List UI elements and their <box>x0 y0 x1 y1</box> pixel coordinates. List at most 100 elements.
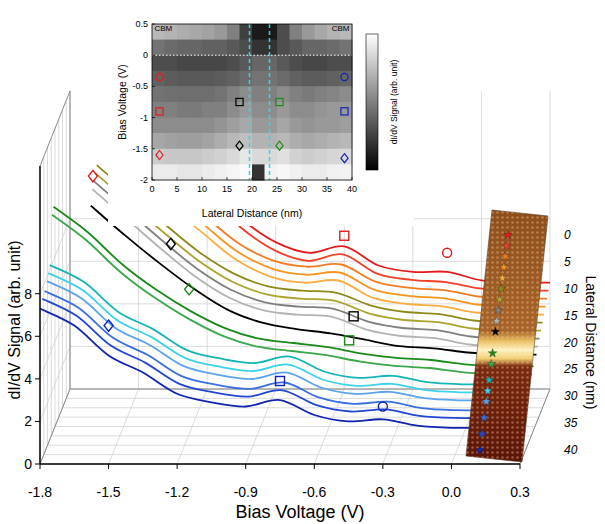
inset-x-tick <box>202 177 203 180</box>
spectrum-curve <box>40 309 520 428</box>
heatmap-cell <box>340 118 353 134</box>
inset-x-tick-label: 30 <box>297 184 307 194</box>
x-tick-label: -0.3 <box>371 484 395 500</box>
heatmap-cell <box>177 24 190 40</box>
z-tick-label: 40 <box>564 443 578 457</box>
heatmap-cell <box>177 71 190 87</box>
heatmap-cell <box>265 40 278 56</box>
stm-topograph <box>466 210 548 462</box>
heatmap-cell <box>302 40 315 56</box>
zero-line <box>152 55 352 56</box>
y-tick-label: 8 <box>24 286 32 302</box>
heatmap-cell <box>215 149 228 165</box>
feature-marker <box>88 171 97 182</box>
heatmap-cell <box>165 149 178 165</box>
position-star <box>501 252 510 260</box>
position-star <box>485 376 494 384</box>
grid-line <box>70 91 71 389</box>
heatmap-cell <box>290 55 303 71</box>
x-tick-label: -1.5 <box>97 484 121 500</box>
heatmap-cell <box>165 102 178 118</box>
heatmap-cell <box>177 133 190 149</box>
heatmap-cell <box>252 133 265 149</box>
inset-y-title: Bias Voltage (V) <box>116 64 128 139</box>
inset-marker <box>156 108 163 115</box>
heatmap-cell <box>190 149 203 165</box>
heatmap-cell <box>290 86 303 102</box>
inset-x-tick-label: 40 <box>347 184 357 194</box>
inset-x-tick <box>302 177 303 180</box>
heatmap-cell <box>290 149 303 165</box>
x-tick-label: -0.9 <box>234 484 258 500</box>
position-star <box>480 413 489 421</box>
inset-x-tick-label: 10 <box>197 184 207 194</box>
y-tick <box>35 464 40 465</box>
heatmap-cell <box>165 55 178 71</box>
inset-x-title: Lateral Distance (nm) <box>202 207 302 219</box>
grid-line <box>48 445 528 446</box>
heatmap-cell <box>202 71 215 87</box>
box-edge <box>70 91 71 389</box>
inset-x-tick <box>177 177 178 180</box>
heatmap-cell <box>215 118 228 134</box>
heatmap-cell <box>302 118 315 134</box>
figure: -1.8-1.5-1.2-0.9-0.6-0.30.00.302468Bias … <box>0 0 605 524</box>
position-star <box>482 397 491 405</box>
grid-line <box>66 100 67 398</box>
inset: 05101520253035400.50-0.5-1-1.5-2Lateral … <box>108 4 414 226</box>
spectrum-curve <box>54 207 534 367</box>
position-star <box>504 230 513 238</box>
heatmap-cell <box>315 164 328 180</box>
heatmap-cell <box>252 55 265 71</box>
heatmap-cell <box>152 118 165 134</box>
heatmap-cell <box>165 164 178 180</box>
z-tick-label: 0 <box>564 228 571 242</box>
heatmap-cell <box>152 102 165 118</box>
x-axis-title: Bias Voltage (V) <box>235 502 364 522</box>
y-tick <box>35 293 40 294</box>
heatmap-cell <box>227 149 240 165</box>
x-tick <box>40 464 41 469</box>
heatmap-cell <box>302 149 315 165</box>
inset-x-tick <box>152 177 153 180</box>
inset-y-tick-label: -0.5 <box>132 81 148 91</box>
heatmap-cell <box>240 149 253 165</box>
z-tick-label: 15 <box>564 309 578 323</box>
x-tick-label: 0.3 <box>510 484 530 500</box>
heatmap-cell <box>252 118 265 134</box>
y-tick-label: 0 <box>24 456 32 472</box>
heatmap-cell <box>190 71 203 87</box>
heatmap-cell <box>265 149 278 165</box>
heatmap-cell <box>315 71 328 87</box>
heatmap-cell <box>277 24 290 40</box>
x-tick <box>520 464 521 469</box>
heatmap-cell <box>202 149 215 165</box>
inset-marker <box>156 73 163 80</box>
heatmap-cell <box>290 40 303 56</box>
heatmap-cell <box>340 55 353 71</box>
stm-image: 0510152025303540Lateral Distance (nm) <box>466 210 599 462</box>
heatmap-cell <box>277 149 290 165</box>
x-tick <box>245 464 246 469</box>
heatmap-cell <box>165 40 178 56</box>
heatmap-cell <box>277 118 290 134</box>
band-label: CBM <box>155 24 173 33</box>
y-axis-title: dI/dV Signal (arb. unit) <box>6 240 23 399</box>
heatmap-cell <box>190 55 203 71</box>
grid-line <box>44 454 524 455</box>
heatmap-cell <box>152 71 165 87</box>
inset-marker <box>236 141 243 150</box>
heatmap-cell <box>252 71 265 87</box>
heatmap-cell <box>240 102 253 118</box>
heatmap-cell <box>327 149 340 165</box>
heatmap-cell <box>215 164 228 180</box>
feature-marker <box>378 402 387 411</box>
heatmap-cell <box>202 24 215 40</box>
boundary-line <box>269 24 271 180</box>
x-axis <box>40 463 520 465</box>
x-tick <box>382 464 383 469</box>
y-tick-label: 4 <box>24 371 32 387</box>
position-star <box>476 445 485 453</box>
heatmap-cell <box>327 133 340 149</box>
heatmap-cell <box>202 86 215 102</box>
